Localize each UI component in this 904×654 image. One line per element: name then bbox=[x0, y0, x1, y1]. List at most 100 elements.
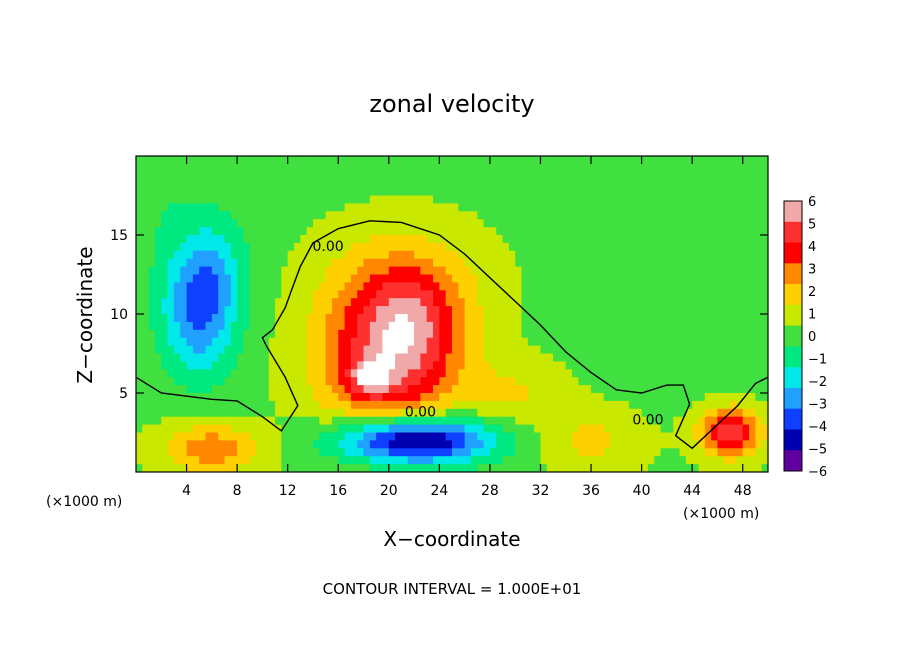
field-cell bbox=[527, 456, 535, 465]
field-cell bbox=[452, 432, 459, 441]
field-cell bbox=[483, 345, 491, 355]
field-cell bbox=[578, 314, 586, 323]
field-cell bbox=[167, 369, 175, 378]
field-cell bbox=[641, 258, 649, 268]
field-cell bbox=[420, 211, 428, 220]
field-cell bbox=[357, 321, 365, 331]
field-cell bbox=[515, 219, 523, 228]
field-cell bbox=[591, 321, 598, 331]
field-cell bbox=[742, 385, 750, 394]
field-cell bbox=[319, 179, 327, 189]
field-cell bbox=[565, 219, 573, 228]
field-cell bbox=[673, 353, 681, 362]
field-cell bbox=[622, 211, 630, 220]
field-cell bbox=[445, 385, 453, 394]
field-cell bbox=[692, 432, 700, 441]
field-cell bbox=[161, 353, 169, 362]
field-cell bbox=[616, 337, 624, 347]
field-cell bbox=[218, 258, 226, 268]
field-cell bbox=[350, 393, 358, 402]
field-cell bbox=[439, 361, 447, 370]
field-cell bbox=[610, 448, 617, 457]
field-cell bbox=[249, 195, 257, 204]
field-cell bbox=[723, 156, 731, 165]
field-cell bbox=[711, 258, 719, 268]
field-cell bbox=[199, 171, 207, 181]
field-cell bbox=[483, 163, 491, 173]
field-cell bbox=[180, 163, 188, 173]
field-cell bbox=[527, 408, 535, 418]
field-cell bbox=[382, 321, 390, 331]
field-cell bbox=[483, 432, 491, 441]
field-cell bbox=[603, 393, 611, 402]
field-cell bbox=[186, 179, 194, 189]
field-cell bbox=[534, 314, 542, 323]
field-cell bbox=[395, 400, 403, 410]
field-cell bbox=[211, 361, 219, 370]
field-cell bbox=[723, 227, 731, 236]
field-cell bbox=[395, 345, 403, 355]
colorbar-band bbox=[784, 387, 802, 410]
field-cell bbox=[205, 440, 213, 449]
field-cell bbox=[584, 290, 592, 299]
field-cell bbox=[407, 408, 415, 418]
field-cell bbox=[312, 306, 320, 315]
field-cell bbox=[312, 227, 320, 236]
field-cell bbox=[192, 408, 200, 418]
field-cell bbox=[730, 195, 737, 204]
field-cell bbox=[142, 179, 150, 189]
field-cell bbox=[755, 298, 763, 307]
field-cell bbox=[414, 171, 421, 181]
field-cell bbox=[496, 377, 504, 386]
field-cell bbox=[401, 440, 409, 449]
field-cell bbox=[439, 266, 447, 276]
field-cell bbox=[350, 385, 358, 394]
field-cell bbox=[591, 408, 598, 418]
field-cell bbox=[685, 227, 693, 236]
field-cell bbox=[420, 219, 428, 228]
field-cell bbox=[306, 266, 314, 276]
field-cell bbox=[319, 171, 327, 181]
field-cell bbox=[654, 361, 662, 370]
field-cell bbox=[369, 408, 377, 418]
field-cell bbox=[730, 314, 737, 323]
field-cell bbox=[363, 456, 371, 465]
field-cell bbox=[211, 385, 219, 394]
field-cell bbox=[319, 440, 327, 449]
field-cell bbox=[148, 464, 156, 472]
field-cell bbox=[407, 448, 415, 457]
field-cell bbox=[641, 353, 649, 362]
field-cell bbox=[673, 385, 681, 394]
field-cell bbox=[654, 274, 662, 283]
field-cell bbox=[679, 235, 687, 244]
field-cell bbox=[749, 227, 756, 236]
field-cell bbox=[173, 337, 181, 347]
field-cell bbox=[420, 440, 428, 449]
field-cell bbox=[357, 203, 365, 212]
field-cell bbox=[704, 156, 712, 165]
field-cell bbox=[559, 227, 567, 236]
field-cell bbox=[534, 400, 542, 410]
field-cell bbox=[508, 329, 516, 339]
contour-label: 0.00 bbox=[632, 413, 663, 429]
field-cell bbox=[205, 448, 213, 457]
field-cell bbox=[433, 432, 440, 441]
colorbar-band bbox=[784, 242, 802, 264]
field-cell bbox=[306, 187, 314, 197]
field-cell bbox=[344, 187, 352, 197]
field-cell bbox=[565, 203, 573, 212]
field-cell bbox=[508, 321, 516, 331]
field-cell bbox=[281, 440, 289, 449]
field-cell bbox=[148, 203, 156, 212]
field-cell bbox=[249, 464, 257, 472]
field-cell bbox=[540, 211, 548, 220]
field-cell bbox=[433, 266, 440, 276]
field-cell bbox=[148, 235, 156, 244]
field-cell bbox=[673, 227, 681, 236]
field-cell bbox=[679, 179, 687, 189]
field-cell bbox=[218, 298, 226, 307]
field-cell bbox=[591, 393, 598, 402]
field-cell bbox=[439, 377, 447, 386]
field-cell bbox=[275, 227, 282, 236]
field-cell bbox=[616, 408, 624, 418]
